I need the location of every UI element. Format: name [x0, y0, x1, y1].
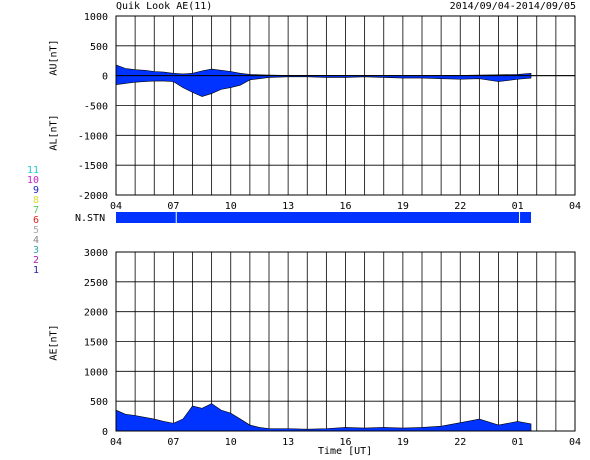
ae-y-tick-label: 0 [102, 427, 108, 438]
ae-x-tick-label: 16 [339, 437, 351, 448]
ae-x-tick-label: 01 [512, 437, 524, 448]
aual-y-tick-label: -1000 [78, 131, 108, 142]
ae-x-tick-label: 07 [167, 437, 179, 448]
ae-x-tick-label: 04 [110, 437, 122, 448]
aual-x-tick-label: 07 [167, 201, 179, 212]
al-series-area [115, 75, 532, 97]
aual-y-tick-label: 1000 [84, 12, 108, 23]
ae-y-tick-label: 1000 [84, 367, 108, 378]
ae-y-tick-label: 3000 [84, 248, 108, 259]
station-number: 1 [32, 265, 39, 276]
au-axis-label: AU[nT] [48, 39, 60, 76]
ae-x-tick-label: 10 [225, 437, 237, 448]
aual-x-tick-label: 13 [282, 201, 294, 212]
x-axis-label: Time [UT] [318, 446, 373, 457]
station-number: 11 [26, 165, 39, 176]
aual-y-tick-label: 500 [90, 42, 108, 53]
ae-y-tick-label: 500 [90, 397, 108, 408]
aual-y-tick-label: -1500 [78, 161, 108, 172]
station-number: 3 [32, 245, 39, 256]
aual-y-tick-label: -2000 [78, 191, 108, 202]
aual-x-tick-label: 01 [512, 201, 524, 212]
aual-x-tick-label: 04 [110, 201, 122, 212]
station-number: 9 [32, 185, 39, 196]
ae-plot-frame [115, 251, 576, 432]
al-axis-label: AL[nT] [48, 114, 60, 151]
ae-series-area [115, 403, 532, 432]
station-number: 10 [26, 175, 39, 186]
ae-x-tick-label: 04 [569, 437, 581, 448]
station-number: 5 [32, 225, 39, 236]
station-count-bar [116, 212, 532, 223]
aual-x-tick-label: 19 [397, 201, 409, 212]
station-number: 7 [32, 205, 39, 216]
aual-x-tick-label: 16 [339, 201, 351, 212]
aual-y-tick-label: 0 [102, 72, 108, 83]
ae-x-tick-label: 22 [454, 437, 466, 448]
station-count-legend: 11 10 9 8 7 6 5 4 3 2 1 [15, 166, 39, 276]
date-range: 2014/09/04-2014/09/05 [449, 1, 576, 12]
aual-x-tick-label: 04 [569, 201, 581, 212]
ae-x-tick-label: 13 [282, 437, 294, 448]
chart-title: Quik Look AE(11) [116, 1, 213, 12]
station-bar-label: N.STN [75, 213, 106, 224]
aual-x-tick-label: 10 [225, 201, 237, 212]
aual-y-tick-label: -500 [84, 102, 108, 113]
au-series-area [115, 64, 532, 76]
station-number: 6 [32, 215, 39, 226]
ae-y-tick-label: 2000 [84, 308, 108, 319]
ae-y-tick-label: 2500 [84, 278, 108, 289]
station-number: 2 [32, 255, 39, 266]
ae-axis-label: AE[nT] [48, 324, 60, 361]
station-number: 8 [32, 195, 39, 206]
ae-x-tick-label: 19 [397, 437, 409, 448]
ae-y-tick-label: 1500 [84, 338, 108, 349]
aual-plot-frame [115, 15, 576, 196]
station-number: 4 [32, 235, 39, 246]
aual-x-tick-label: 22 [454, 201, 466, 212]
